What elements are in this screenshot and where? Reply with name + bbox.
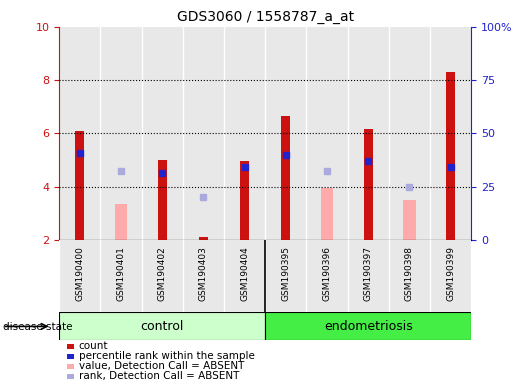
Text: value, Detection Call = ABSENT: value, Detection Call = ABSENT [79,361,244,371]
Bar [389,240,430,313]
Bar [75,131,84,240]
Bar [59,27,100,240]
Text: GSM190395: GSM190395 [281,246,290,301]
Title: GDS3060 / 1558787_a_at: GDS3060 / 1558787_a_at [177,10,354,25]
Bar [364,129,373,240]
Bar [224,240,265,313]
Text: endometriosis: endometriosis [324,319,413,333]
Bar [100,240,142,313]
Text: rank, Detection Call = ABSENT: rank, Detection Call = ABSENT [79,371,239,381]
Bar [265,312,471,340]
Text: GSM190399: GSM190399 [446,246,455,301]
Bar [100,27,142,240]
Bar [142,27,183,240]
Bar [389,27,430,240]
Bar [265,240,306,313]
Bar [59,312,265,340]
Text: control: control [141,319,184,333]
Text: percentile rank within the sample: percentile rank within the sample [79,351,255,361]
Bar [446,72,455,240]
Bar [306,27,348,240]
Text: GSM190397: GSM190397 [364,246,373,301]
Bar [115,204,127,240]
Bar [348,27,389,240]
Text: GSM190403: GSM190403 [199,246,208,301]
Bar [142,240,183,313]
Bar [240,161,249,240]
Bar [281,116,290,240]
Bar [430,27,471,240]
Bar [224,27,265,240]
Text: GSM190398: GSM190398 [405,246,414,301]
Bar [199,237,208,240]
Bar [59,240,100,313]
Bar [265,27,306,240]
Bar [321,188,333,240]
Text: GSM190400: GSM190400 [75,246,84,301]
Bar [403,200,416,240]
Bar [183,27,224,240]
Text: GSM190396: GSM190396 [322,246,332,301]
Text: disease state: disease state [3,322,72,332]
Bar [430,240,471,313]
Bar [158,160,167,240]
Text: GSM190402: GSM190402 [158,246,167,301]
Bar [306,240,348,313]
Text: GSM190401: GSM190401 [116,246,126,301]
Bar [183,240,224,313]
Text: GSM190404: GSM190404 [240,246,249,301]
Bar [348,240,389,313]
Text: count: count [79,341,108,351]
